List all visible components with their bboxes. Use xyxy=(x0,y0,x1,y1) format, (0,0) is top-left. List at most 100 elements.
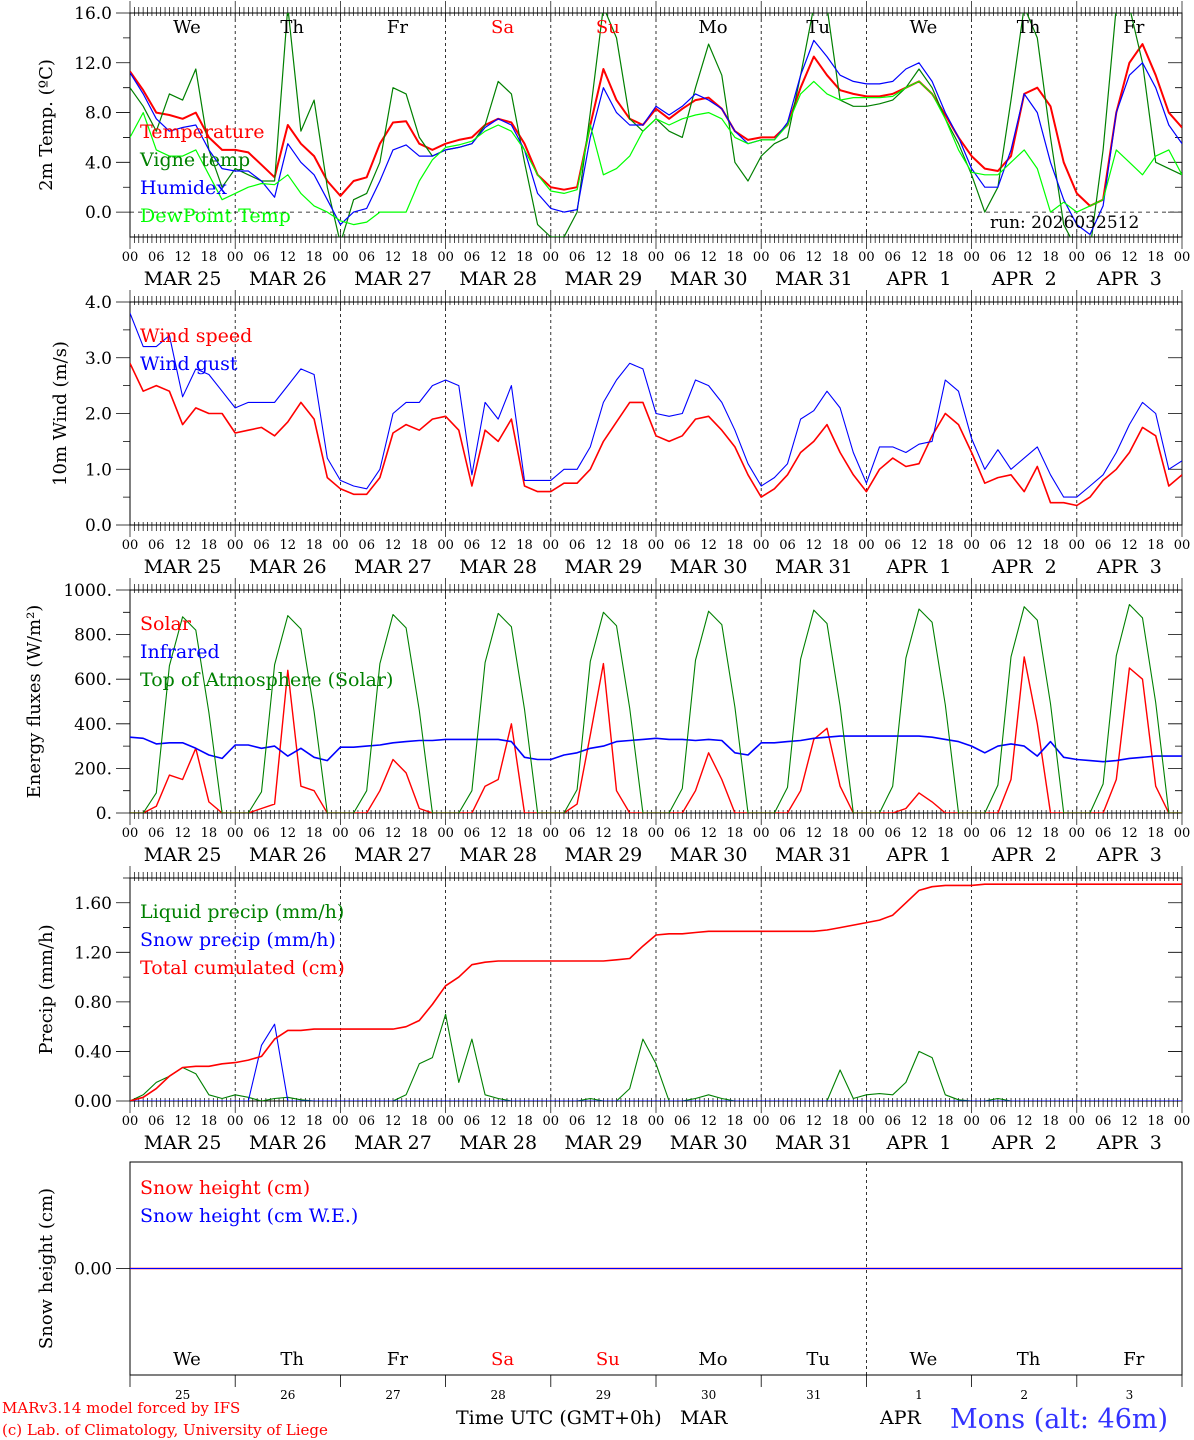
y-tick-label: 800. xyxy=(74,626,112,646)
time-axis-title: Time UTC (GMT+0h) xyxy=(456,1407,662,1429)
y-tick-label: 0.0 xyxy=(85,516,112,536)
hour-label: 18 xyxy=(727,826,744,841)
hour-label: 00 xyxy=(543,1114,560,1129)
hour-label: 00 xyxy=(543,538,560,553)
hour-label: 06 xyxy=(358,250,375,265)
y-ticks xyxy=(116,12,1182,213)
day-number: 2 xyxy=(1020,1388,1028,1402)
hour-label: 00 xyxy=(437,1114,454,1129)
hour-label: 18 xyxy=(201,538,218,553)
y-tick-label: 0.80 xyxy=(74,993,112,1013)
hour-label: 18 xyxy=(1147,250,1164,265)
day-number: 31 xyxy=(806,1388,821,1402)
hour-label: 06 xyxy=(569,826,586,841)
hour-label: 18 xyxy=(306,250,323,265)
hour-label: 06 xyxy=(464,538,481,553)
series-dewpoint-temp xyxy=(130,80,1182,226)
hour-label: 00 xyxy=(963,826,980,841)
day-name: Fr xyxy=(387,17,408,38)
month-end-label: APR xyxy=(879,1407,922,1429)
date-label: MAR 30 xyxy=(670,844,748,866)
day-name: We xyxy=(910,17,938,38)
date-label: MAR 26 xyxy=(249,268,327,290)
series-solar xyxy=(130,656,1182,813)
hour-label: 00 xyxy=(332,826,349,841)
date-label: MAR 28 xyxy=(459,844,537,866)
hour-label: 18 xyxy=(201,250,218,265)
date-label: MAR 27 xyxy=(354,1132,432,1154)
y-axis-title: Snow height (cm) xyxy=(36,1188,57,1349)
hour-label: 00 xyxy=(332,538,349,553)
day-number: 28 xyxy=(491,1388,506,1402)
date-label: MAR 25 xyxy=(144,268,222,290)
date-label: MAR 30 xyxy=(670,268,748,290)
y-axis-title: 2m Temp. (ºC) xyxy=(36,59,57,191)
hour-label: 00 xyxy=(227,1114,244,1129)
hour-label: 12 xyxy=(700,826,717,841)
day-name: We xyxy=(173,17,201,38)
hour-label: 00 xyxy=(122,826,139,841)
date-label: MAR 25 xyxy=(144,556,222,578)
date-label: APR 1 xyxy=(886,556,952,578)
hour-label: 18 xyxy=(411,826,428,841)
hour-label: 00 xyxy=(1174,1114,1191,1129)
day-name: Fr xyxy=(1123,1349,1144,1370)
hour-label: 00 xyxy=(753,250,770,265)
legend-entry: Snow precip (mm/h) xyxy=(140,929,336,951)
hour-label: 12 xyxy=(911,826,928,841)
panel-2: 0.0 1.0 2.0 3.0 4.0 10m Wind (m/s) Wind speed W… xyxy=(50,290,1190,578)
hour-label: 18 xyxy=(621,826,638,841)
date-label: MAR 30 xyxy=(670,1132,748,1154)
date-label: APR 2 xyxy=(991,1132,1057,1154)
hour-label: 12 xyxy=(911,1114,928,1129)
hour-label: 12 xyxy=(280,250,297,265)
hour-label: 06 xyxy=(674,250,691,265)
date-label: MAR 27 xyxy=(354,268,432,290)
hour-label: 12 xyxy=(1016,826,1033,841)
station-name: Mons (alt: 46m) xyxy=(950,1404,1168,1435)
hour-label: 12 xyxy=(490,1114,507,1129)
series-total-cumulated-cm xyxy=(130,883,1182,1101)
hour-label: 00 xyxy=(648,1114,665,1129)
hour-label: 18 xyxy=(1147,1114,1164,1129)
hour-label: 06 xyxy=(990,538,1007,553)
run-label: run: 2026032512 xyxy=(990,213,1139,233)
month-start-label: MAR xyxy=(680,1407,728,1429)
hour-label: 00 xyxy=(1069,250,1086,265)
hour-label: 18 xyxy=(1042,826,1059,841)
hour-label: 06 xyxy=(358,1114,375,1129)
y-tick-label: 1000. xyxy=(63,581,112,601)
hour-label: 18 xyxy=(1042,250,1059,265)
day-number: 27 xyxy=(385,1388,400,1402)
date-label: APR 3 xyxy=(1096,1132,1162,1154)
panel-4: 0.00 0.40 0.80 1.20 1.60 Precip (mm/h) Liquid … xyxy=(36,866,1190,1154)
hour-label: 12 xyxy=(1016,250,1033,265)
date-label: APR 3 xyxy=(1096,844,1162,866)
date-label: MAR 30 xyxy=(670,556,748,578)
day-name: Sa xyxy=(491,17,514,38)
panel-1: 0.0 4.0 8.0 12.0 16.0 2m Temp. (ºC) Temperatur… xyxy=(36,1,1190,290)
hour-label: 00 xyxy=(437,538,454,553)
hour-label: 12 xyxy=(385,1114,402,1129)
legend-entry: Total cumulated (cm) xyxy=(140,957,345,979)
hour-label: 00 xyxy=(1069,538,1086,553)
y-tick-label: 1.20 xyxy=(74,943,112,963)
y-tick-label: 0.00 xyxy=(74,1092,112,1112)
series-infrared xyxy=(130,735,1182,763)
hour-label: 00 xyxy=(332,1114,349,1129)
hour-label: 18 xyxy=(937,250,954,265)
hour-label: 12 xyxy=(1121,538,1138,553)
hour-label: 18 xyxy=(516,1114,533,1129)
hour-label: 18 xyxy=(516,250,533,265)
hour-label: 12 xyxy=(1121,250,1138,265)
y-tick-label: 200. xyxy=(74,759,112,779)
hour-label: 06 xyxy=(990,250,1007,265)
hour-label: 12 xyxy=(700,250,717,265)
series-top-of-atmosphere-solar xyxy=(130,603,1182,813)
hour-label: 12 xyxy=(1121,826,1138,841)
hour-label: 18 xyxy=(621,538,638,553)
hour-label: 00 xyxy=(122,1114,139,1129)
hour-label: 06 xyxy=(884,250,901,265)
hour-label: 12 xyxy=(595,538,612,553)
hour-label: 06 xyxy=(674,1114,691,1129)
